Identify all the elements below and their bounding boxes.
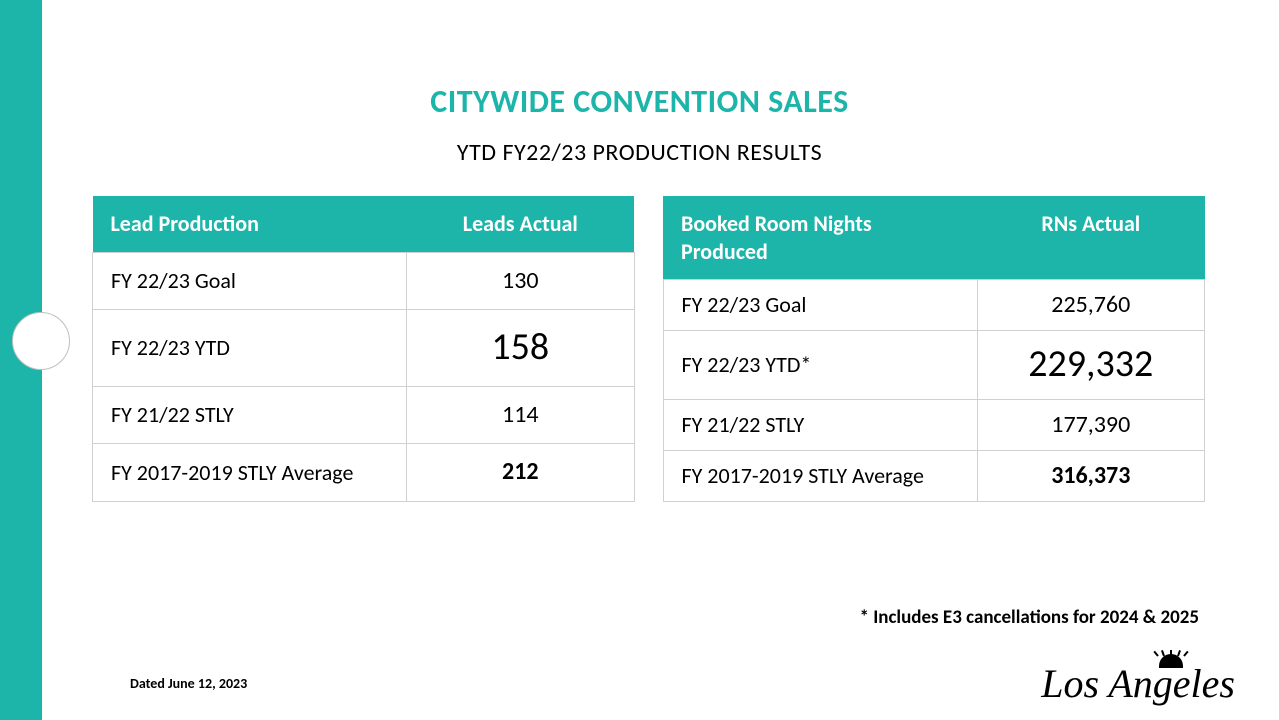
row-value: 229,332: [977, 331, 1204, 400]
table-row: FY 21/22 STLY 114: [93, 386, 635, 443]
row-value: 212: [407, 444, 634, 501]
table-row: FY 22/23 Goal 130: [93, 252, 635, 309]
side-circle-decoration: [12, 312, 70, 370]
row-label: FY 22/23 YTD*: [663, 331, 977, 400]
row-value: 225,760: [977, 280, 1204, 331]
row-label: FY 22/23 Goal: [93, 252, 407, 309]
tables-container: Lead Production Leads Actual FY 22/23 Go…: [92, 196, 1205, 502]
booked-room-nights-table: Booked Room Nights Produced RNs Actual F…: [663, 196, 1206, 502]
row-value: 158: [407, 309, 634, 386]
page-subtitle: YTD FY22/23 PRODUCTION RESULTS: [0, 138, 1279, 167]
row-value: 130: [407, 252, 634, 309]
lead-table-header-col1: Lead Production: [93, 196, 407, 252]
rn-table-header-col2: RNs Actual: [977, 196, 1204, 280]
dated-text: Dated June 12, 2023: [130, 675, 247, 692]
row-label: FY 2017-2019 STLY Average: [663, 450, 977, 501]
lead-table-header-col2: Leads Actual: [407, 196, 634, 252]
table-row: FY 21/22 STLY 177,390: [663, 399, 1205, 450]
row-value: 114: [407, 386, 634, 443]
table-row: FY 2017-2019 STLY Average 212: [93, 444, 635, 501]
row-label: FY 22/23 Goal: [663, 280, 977, 331]
table-row: FY 2017-2019 STLY Average 316,373: [663, 450, 1205, 501]
lead-production-table: Lead Production Leads Actual FY 22/23 Go…: [92, 196, 635, 502]
row-label: FY 22/23 YTD: [93, 309, 407, 386]
row-value: 316,373: [977, 450, 1204, 501]
row-label: FY 2017-2019 STLY Average: [93, 444, 407, 501]
footnote-text: * Includes E3 cancellations for 2024 & 2…: [859, 606, 1199, 629]
row-label: FY 21/22 STLY: [663, 399, 977, 450]
row-value: 177,390: [977, 399, 1204, 450]
page-title: CITYWIDE CONVENTION SALES: [0, 82, 1279, 121]
table-row: FY 22/23 Goal 225,760: [663, 280, 1205, 331]
table-row: FY 22/23 YTD 158: [93, 309, 635, 386]
table-row: FY 22/23 YTD* 229,332: [663, 331, 1205, 400]
los-angeles-logo: Los Angeles: [1041, 666, 1235, 702]
row-label: FY 21/22 STLY: [93, 386, 407, 443]
rn-table-header-col1: Booked Room Nights Produced: [663, 196, 977, 280]
